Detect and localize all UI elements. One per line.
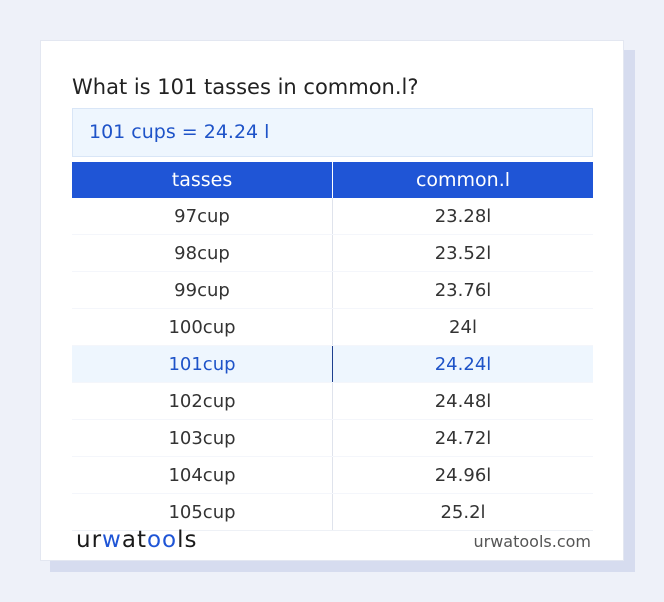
cell-common-l: 24.72l bbox=[332, 419, 593, 457]
logo-text-part: w bbox=[102, 527, 122, 553]
cell-tasses: 101cup bbox=[72, 345, 333, 383]
table-row: 102cup 24.48l bbox=[72, 382, 593, 420]
table-row: 104cup 24.96l bbox=[72, 456, 593, 494]
cell-common-l: 24l bbox=[332, 308, 593, 346]
table-row: 100cup 24l bbox=[72, 308, 593, 346]
cell-common-l: 23.28l bbox=[332, 198, 593, 235]
cell-tasses: 97cup bbox=[72, 198, 333, 235]
table-row: 105cup 25.2l bbox=[72, 493, 593, 531]
logo-text-part: ls bbox=[177, 527, 198, 553]
column-header-common-l: common.l bbox=[332, 162, 593, 198]
logo-text-part: oo bbox=[146, 527, 178, 553]
table-row-highlighted: 101cup 24.24l bbox=[72, 345, 593, 383]
cell-common-l: 24.96l bbox=[332, 456, 593, 494]
site-link[interactable]: urwatools.com bbox=[473, 532, 592, 551]
cell-tasses: 105cup bbox=[72, 493, 333, 531]
cell-tasses: 99cup bbox=[72, 271, 333, 309]
cell-tasses: 100cup bbox=[72, 308, 333, 346]
cell-tasses: 104cup bbox=[72, 456, 333, 494]
table-row: 97cup 23.28l bbox=[72, 198, 593, 235]
cell-tasses: 103cup bbox=[72, 419, 333, 457]
logo-text-part: ur bbox=[76, 527, 103, 553]
column-header-tasses: tasses bbox=[72, 162, 333, 198]
cell-tasses: 98cup bbox=[72, 234, 333, 272]
table-row: 99cup 23.76l bbox=[72, 271, 593, 309]
cell-common-l: 23.76l bbox=[332, 271, 593, 309]
cell-common-l: 25.2l bbox=[332, 493, 593, 531]
cell-common-l: 24.24l bbox=[332, 345, 593, 383]
table-header-row: tasses common.l bbox=[72, 162, 593, 198]
table-row: 98cup 23.52l bbox=[72, 234, 593, 272]
logo-text-part: at bbox=[121, 527, 147, 553]
urwatools-logo[interactable]: urwatools bbox=[76, 525, 198, 555]
page-title: What is 101 tasses in common.l? bbox=[72, 75, 419, 99]
cell-common-l: 23.52l bbox=[332, 234, 593, 272]
cell-common-l: 24.48l bbox=[332, 382, 593, 420]
table-row: 103cup 24.72l bbox=[72, 419, 593, 457]
conversion-card: What is 101 tasses in common.l? 101 cups… bbox=[40, 40, 624, 561]
conversion-result: 101 cups = 24.24 l bbox=[72, 108, 593, 157]
cell-tasses: 102cup bbox=[72, 382, 333, 420]
conversion-table: tasses common.l 97cup 23.28l 98cup 23.52… bbox=[72, 162, 593, 531]
